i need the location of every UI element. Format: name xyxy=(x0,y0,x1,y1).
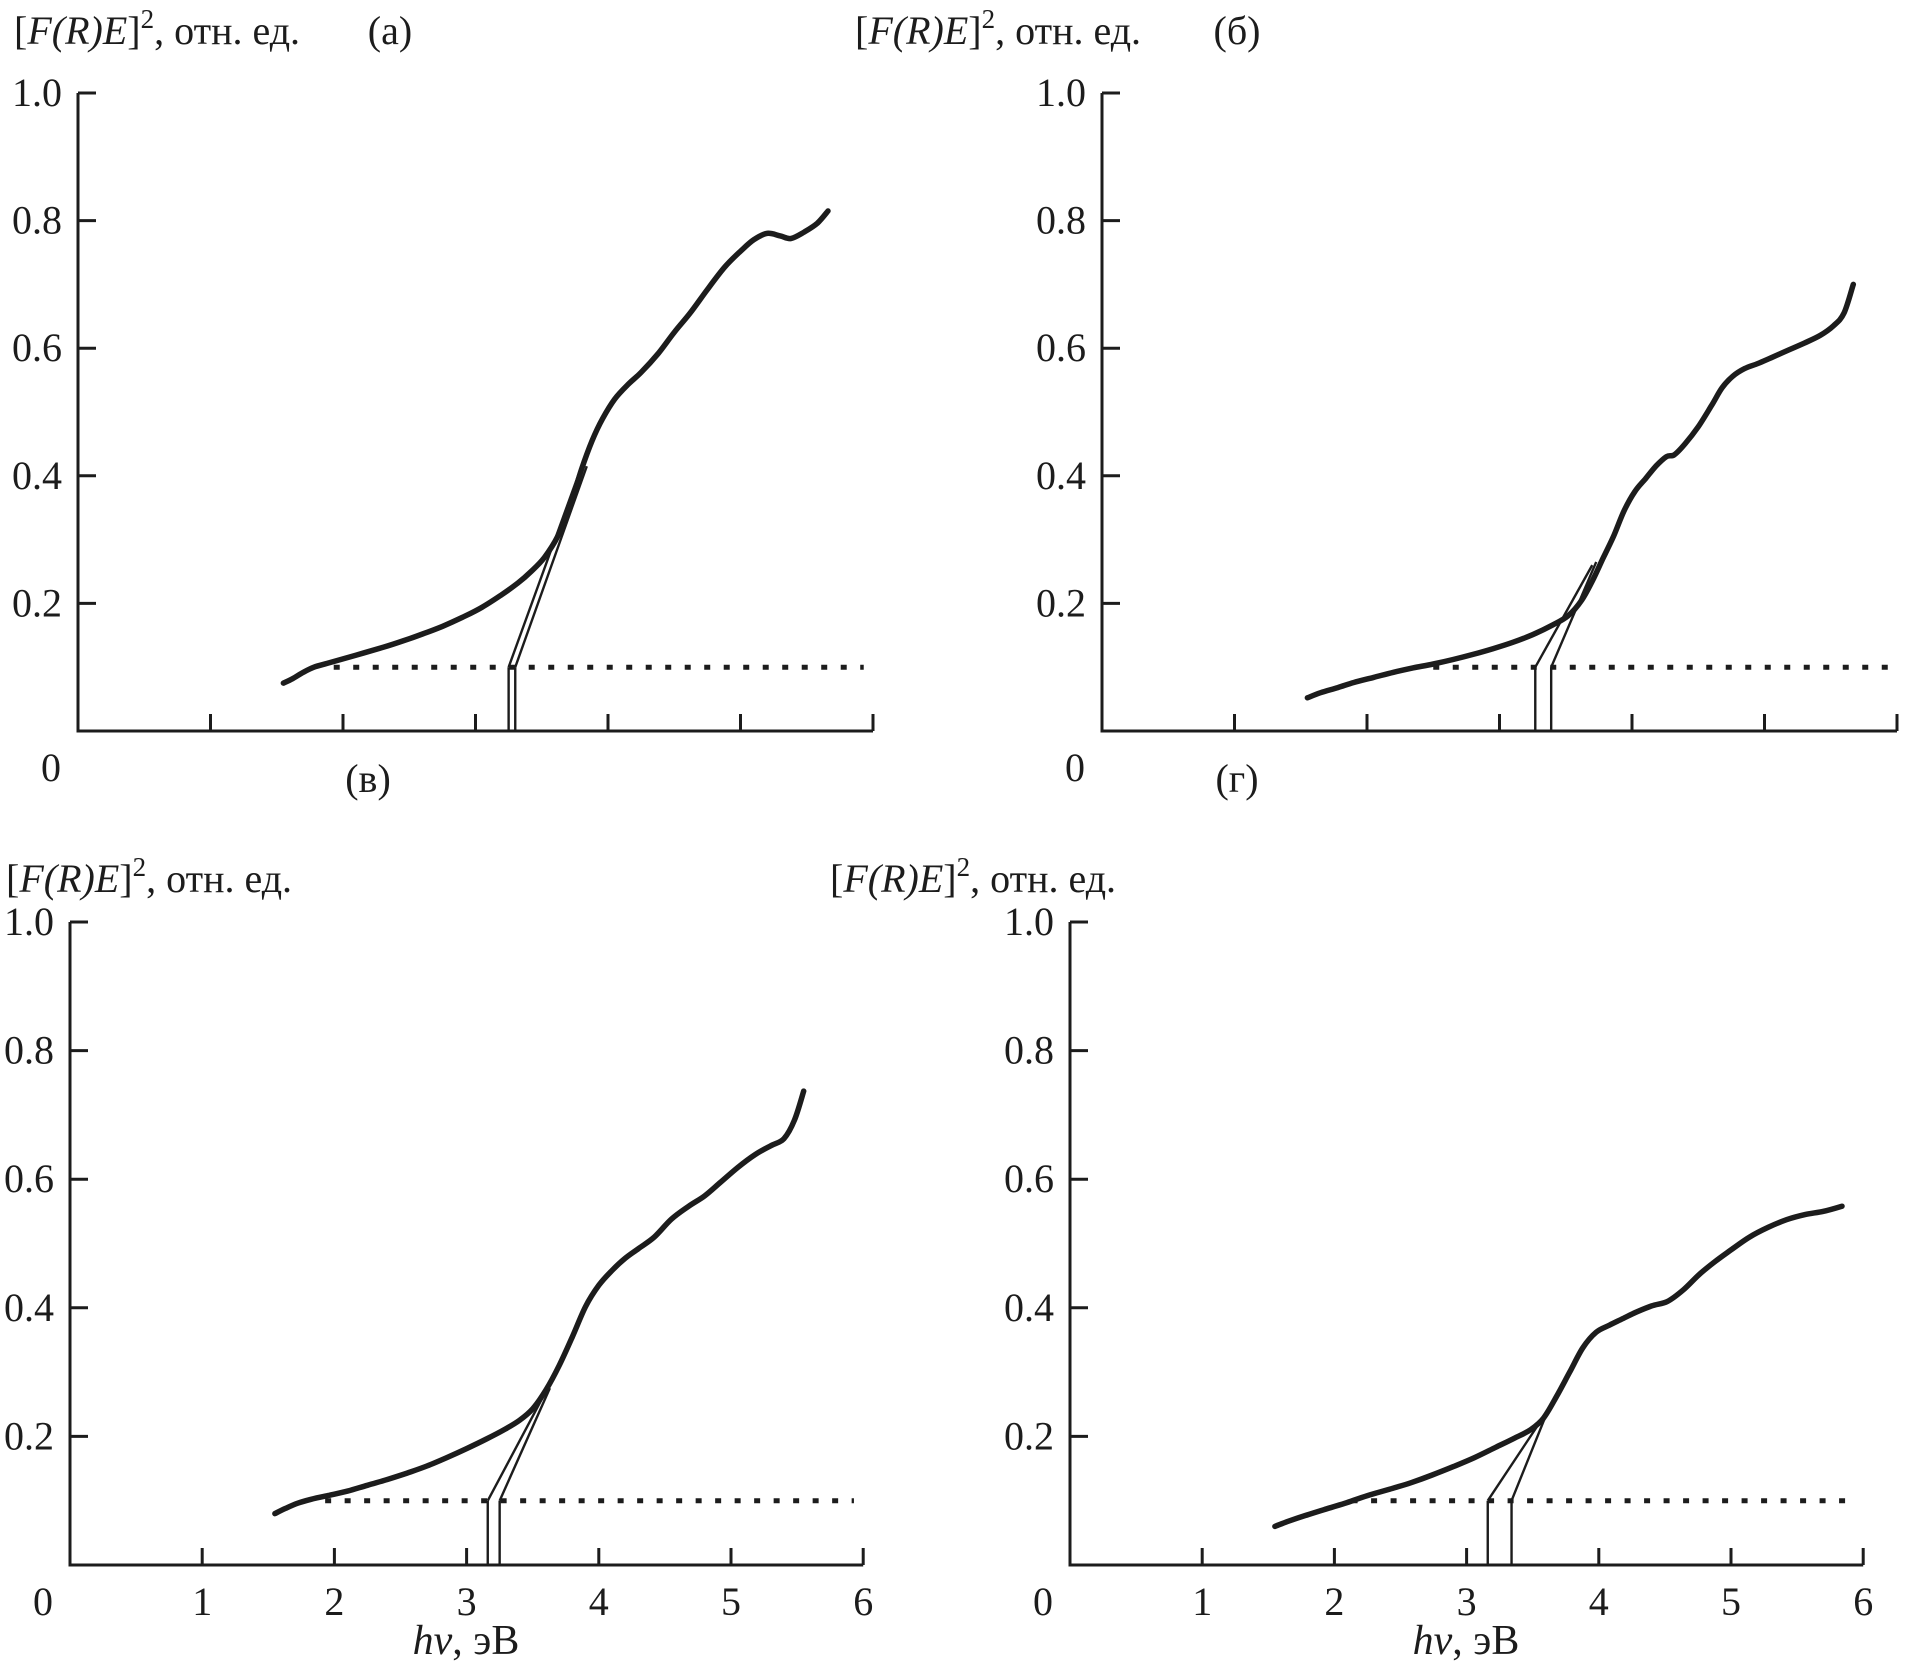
spectrum-curve xyxy=(1272,1203,1845,1530)
panel-letter: (а) xyxy=(368,8,412,53)
y-tick-label: 0.6 xyxy=(1036,325,1086,370)
panel-g: 0.2 0.4 0.6 0.8 1.0 0 1 2 3 4 5 6 hν, эВ [F(R)E]2, от… xyxy=(830,756,1873,1664)
y-tick-label: 0.2 xyxy=(1004,1413,1054,1458)
y-tick-label: 0.6 xyxy=(4,1156,54,1201)
y-tick-label: 0.6 xyxy=(1004,1156,1054,1201)
x-tick-label: 5 xyxy=(1721,1579,1741,1624)
axes xyxy=(68,922,864,1567)
y-tick-label: 1.0 xyxy=(1036,70,1086,115)
origin-label: 0 xyxy=(41,745,61,790)
x-tick-label: 3 xyxy=(457,1579,477,1624)
spectrum-curve xyxy=(272,1088,807,1517)
y-tick-label: 0.4 xyxy=(12,453,62,498)
tangent-line xyxy=(1550,561,1598,668)
panel-letter: (в) xyxy=(345,756,391,801)
y-tick-label: 0.8 xyxy=(12,198,62,243)
panel-v: 0.2 0.4 0.6 0.8 1.0 0 1 2 3 4 5 6 hν, эВ [F(R)E]2, от… xyxy=(4,756,873,1664)
spectrum-curve xyxy=(280,208,831,686)
x-tick-label: 3 xyxy=(1457,1579,1477,1624)
y-axis-title: [F(R)E]2, отн. ед. xyxy=(855,4,1141,53)
panel-a: 0.2 0.4 0.6 0.8 1.0 0 [F(R)E]2, отн. ед. (а) xyxy=(12,4,875,790)
spectrum-curve xyxy=(1304,281,1857,701)
x-axis-title: hν, эВ xyxy=(413,1618,520,1664)
y-tick-label: 0.4 xyxy=(1036,453,1086,498)
y-tick-label: 0.6 xyxy=(12,325,62,370)
origin-label: 0 xyxy=(1065,745,1085,790)
y-tick-label: 1.0 xyxy=(12,70,62,115)
x-tick-label: 5 xyxy=(721,1579,741,1624)
y-tick-label: 1.0 xyxy=(1004,899,1054,944)
panel-letter: (г) xyxy=(1215,756,1258,801)
panel-letter: (б) xyxy=(1214,8,1261,53)
origin-label: 0 xyxy=(33,1579,53,1624)
x-tick-label: 6 xyxy=(1853,1579,1873,1624)
x-tick-label: 2 xyxy=(324,1579,344,1624)
x-tick-label: 4 xyxy=(1589,1579,1609,1624)
y-tick-label: 0.8 xyxy=(1004,1028,1054,1073)
axes xyxy=(76,93,873,733)
x-axis-title: hν, эВ xyxy=(1413,1618,1520,1664)
x-tick-label: 1 xyxy=(1192,1579,1212,1624)
y-tick-label: 0.8 xyxy=(4,1028,54,1073)
y-tick-label: 0.4 xyxy=(1004,1285,1054,1330)
tangent-line xyxy=(1486,1416,1545,1502)
axes xyxy=(1100,93,1897,733)
y-tick-label: 0.8 xyxy=(1036,198,1086,243)
y-tick-label: 0.2 xyxy=(4,1413,54,1458)
y-axis-title: [F(R)E]2, отн. ед. xyxy=(6,852,292,901)
y-axis-title: [F(R)E]2, отн. ед. xyxy=(830,852,1116,901)
y-tick-label: 1.0 xyxy=(4,899,54,944)
x-tick-label: 1 xyxy=(192,1579,212,1624)
x-tick-label: 6 xyxy=(853,1579,873,1624)
x-tick-label: 2 xyxy=(1324,1579,1344,1624)
y-tick-label: 0.2 xyxy=(12,580,62,625)
y-tick-label: 0.2 xyxy=(1036,580,1086,625)
panel-b: 0.2 0.4 0.6 0.8 1.0 0 [F(R)E]2, отн. ед. (б) xyxy=(855,4,1899,790)
tangent-line xyxy=(486,1390,547,1502)
tangent-line xyxy=(498,1387,551,1502)
x-tick-label: 4 xyxy=(589,1579,609,1624)
y-tick-label: 0.4 xyxy=(4,1285,54,1330)
y-axis-title: [F(R)E]2, отн. ед. xyxy=(14,4,300,53)
origin-label: 0 xyxy=(1033,1579,1053,1624)
